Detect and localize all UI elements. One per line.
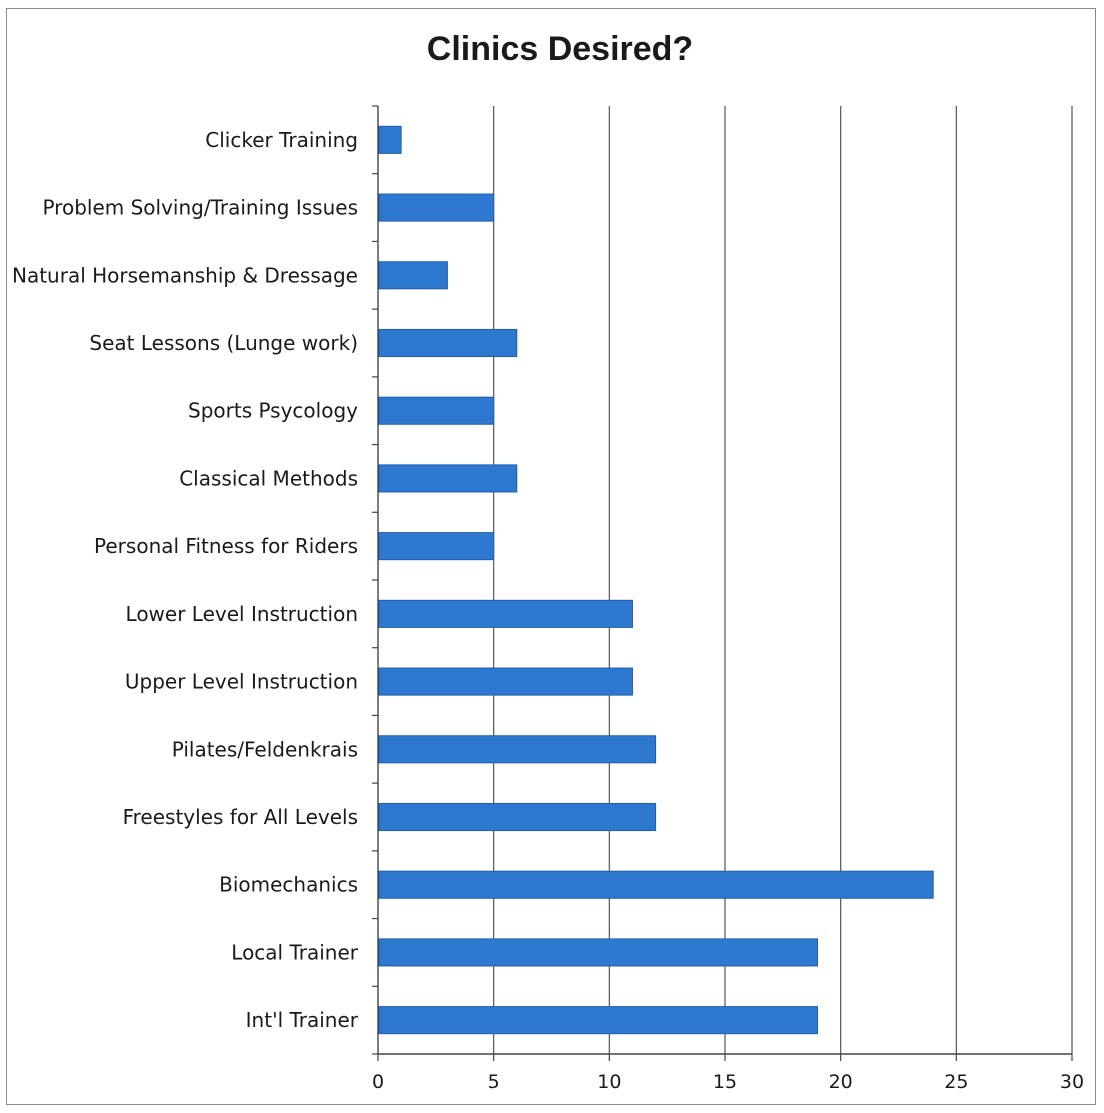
x-tick-label: 15 xyxy=(713,1071,737,1093)
bar xyxy=(378,1006,819,1035)
bar xyxy=(378,870,934,899)
category-label: Lower Level Instruction xyxy=(126,602,358,626)
bar xyxy=(378,261,448,290)
bar xyxy=(378,735,657,764)
chart-title: Clinics Desired? xyxy=(426,30,694,68)
bar xyxy=(378,193,495,222)
category-label: Clicker Training xyxy=(205,128,358,152)
category-label: Biomechanics xyxy=(219,873,358,897)
category-label: Sports Psycology xyxy=(188,399,358,423)
category-label: Int'l Trainer xyxy=(246,1008,359,1032)
bar xyxy=(378,802,657,832)
x-tick-label: 5 xyxy=(488,1071,500,1093)
bar xyxy=(378,125,402,154)
chart-frame xyxy=(6,8,1096,1105)
category-label: Classical Methods xyxy=(179,466,358,490)
x-tick-label: 25 xyxy=(944,1071,968,1093)
category-label: Pilates/Feldenkrais xyxy=(172,737,358,761)
category-label: Seat Lessons (Lunge work) xyxy=(89,331,358,355)
bar xyxy=(378,464,518,493)
category-label: Natural Horsemanship & Dressage xyxy=(12,263,358,287)
category-label: Personal Fitness for Riders xyxy=(94,534,358,558)
x-tick-label: 10 xyxy=(597,1071,621,1093)
bar xyxy=(378,396,495,425)
category-label: Problem Solving/Training Issues xyxy=(42,196,358,220)
x-tick-label: 30 xyxy=(1060,1071,1084,1093)
bar xyxy=(378,667,633,696)
x-tick-label: 0 xyxy=(372,1071,384,1093)
bar xyxy=(378,938,819,967)
category-label: Upper Level Instruction xyxy=(125,670,358,694)
bar xyxy=(378,328,518,358)
x-tick-label: 20 xyxy=(829,1071,853,1093)
category-label: Freestyles for All Levels xyxy=(123,805,358,829)
bar xyxy=(378,532,495,561)
bar xyxy=(378,599,633,628)
category-label: Local Trainer xyxy=(231,940,358,964)
